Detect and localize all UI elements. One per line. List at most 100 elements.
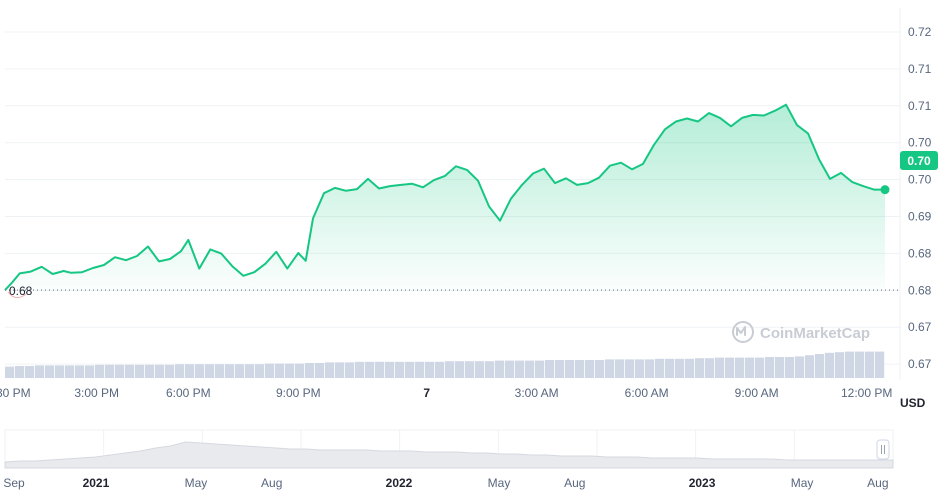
volume-bar — [15, 366, 25, 378]
volume-bar — [145, 364, 155, 378]
volume-bar — [625, 359, 635, 378]
watermark: CoinMarketCap — [732, 321, 870, 343]
navigator-tick-label: 2021 — [83, 476, 110, 490]
volume-bar — [765, 357, 775, 378]
navigator-tick-label: 2023 — [689, 476, 716, 490]
open-price-label: 0.68 — [9, 284, 33, 298]
volume-bar — [325, 362, 335, 378]
volume-bar — [535, 360, 545, 378]
volume-bar — [655, 358, 665, 378]
volume-bar — [705, 358, 715, 378]
volume-bar — [555, 360, 565, 378]
volume-bar — [365, 361, 375, 378]
volume-bar — [295, 363, 305, 378]
volume-bar — [175, 364, 185, 378]
volume-bar — [225, 364, 235, 378]
volume-bar — [525, 360, 535, 378]
volume-bar — [55, 365, 65, 378]
volume-bar — [265, 363, 275, 378]
volume-bar — [575, 360, 585, 378]
volume-bar — [115, 364, 125, 378]
volume-bar — [125, 364, 135, 378]
x-tick-label: 12:30 PM — [0, 386, 31, 400]
volume-bar — [495, 360, 505, 378]
y-axis: 0.72 0.71 0.71 0.70 0.70 0.69 0.68 0.68 0.67 0.67 — [899, 8, 932, 380]
volume-bar — [715, 357, 725, 378]
navigator-tick-label: Aug — [867, 476, 888, 490]
x-tick-label: 12:00 PM — [841, 386, 892, 400]
x-tick-label: 6:00 PM — [166, 386, 211, 400]
volume-bar — [405, 361, 415, 378]
x-tick-label: 3:00 AM — [515, 386, 559, 400]
volume-bar — [515, 360, 525, 378]
x-tick-label: 9:00 PM — [276, 386, 321, 400]
volume-bar — [415, 361, 425, 378]
volume-bar — [585, 360, 595, 378]
last-price-badge-bg — [900, 151, 938, 170]
volume-bar — [355, 361, 365, 378]
navigator-tick-label: May — [791, 476, 814, 490]
volume-bar — [835, 352, 845, 378]
navigator-tick-label: May — [185, 476, 208, 490]
volume-bar — [105, 364, 115, 378]
volume-bar — [5, 366, 15, 378]
volume-bar — [155, 364, 165, 378]
volume-bar — [35, 365, 45, 378]
navigator-tick-label: 2022 — [386, 476, 413, 490]
volume-bar — [245, 364, 255, 378]
price-area — [4, 103, 890, 291]
volume-bar — [825, 352, 835, 378]
volume-bar — [85, 365, 95, 378]
volume-bar — [75, 365, 85, 378]
range-navigator[interactable]: Sep 2021 May Aug 2022 May Aug 2023 May Aug — [3, 429, 894, 490]
navigator-tick-label: Aug — [564, 476, 585, 490]
volume-bar — [165, 364, 175, 378]
volume-bar — [255, 364, 265, 378]
coinmarketcap-logo-icon — [732, 321, 754, 343]
volume-bar — [335, 362, 345, 378]
volume-bar — [315, 363, 325, 378]
watermark-text: CoinMarketCap — [760, 325, 870, 342]
volume-bar — [475, 361, 485, 378]
y-tick-label: 0.70 — [908, 136, 932, 150]
y-tick-label: 0.71 — [908, 99, 932, 113]
volume-bar — [285, 363, 295, 378]
y-tick-label: 0.67 — [908, 357, 932, 371]
volume-bar — [675, 358, 685, 378]
volume-bar — [465, 361, 475, 378]
volume-bar — [395, 361, 405, 378]
x-tick-label: 6:00 AM — [625, 386, 669, 400]
volume-bar — [775, 357, 785, 378]
y-tick-label: 0.71 — [908, 62, 932, 76]
volume-bar — [445, 361, 455, 378]
volume-bar — [195, 364, 205, 378]
volume-bar — [455, 361, 465, 378]
volume-bar — [725, 357, 735, 378]
volume-bar — [695, 358, 705, 378]
volume-bar — [205, 364, 215, 378]
volume-bar — [685, 358, 695, 378]
volume-bar — [135, 364, 145, 378]
volume-bar — [215, 364, 225, 378]
navigator-handle[interactable] — [876, 439, 890, 460]
y-tick-label: 0.67 — [908, 320, 932, 334]
x-axis: 12:30 PM 3:00 PM 6:00 PM 9:00 PM 7 3:00 AM 6:0… — [0, 386, 892, 400]
navigator-tick-label: Aug — [261, 476, 282, 490]
volume-bar — [845, 351, 855, 378]
volume-bar — [735, 357, 745, 378]
volume-bar — [865, 351, 875, 378]
navigator-tick-label: May — [488, 476, 511, 490]
volume-bar — [45, 365, 55, 378]
x-tick-label: 7 — [423, 386, 430, 400]
volume-bar — [485, 361, 495, 378]
volume-bar — [235, 364, 245, 378]
volume-bar — [385, 361, 395, 378]
volume-bar — [815, 354, 825, 378]
volume-bars — [5, 351, 885, 378]
volume-bar — [745, 357, 755, 378]
volume-bar — [65, 365, 75, 378]
last-price-badge-text: 0.70 — [907, 154, 931, 168]
volume-bar — [375, 361, 385, 378]
x-tick-label: 9:00 AM — [735, 386, 779, 400]
